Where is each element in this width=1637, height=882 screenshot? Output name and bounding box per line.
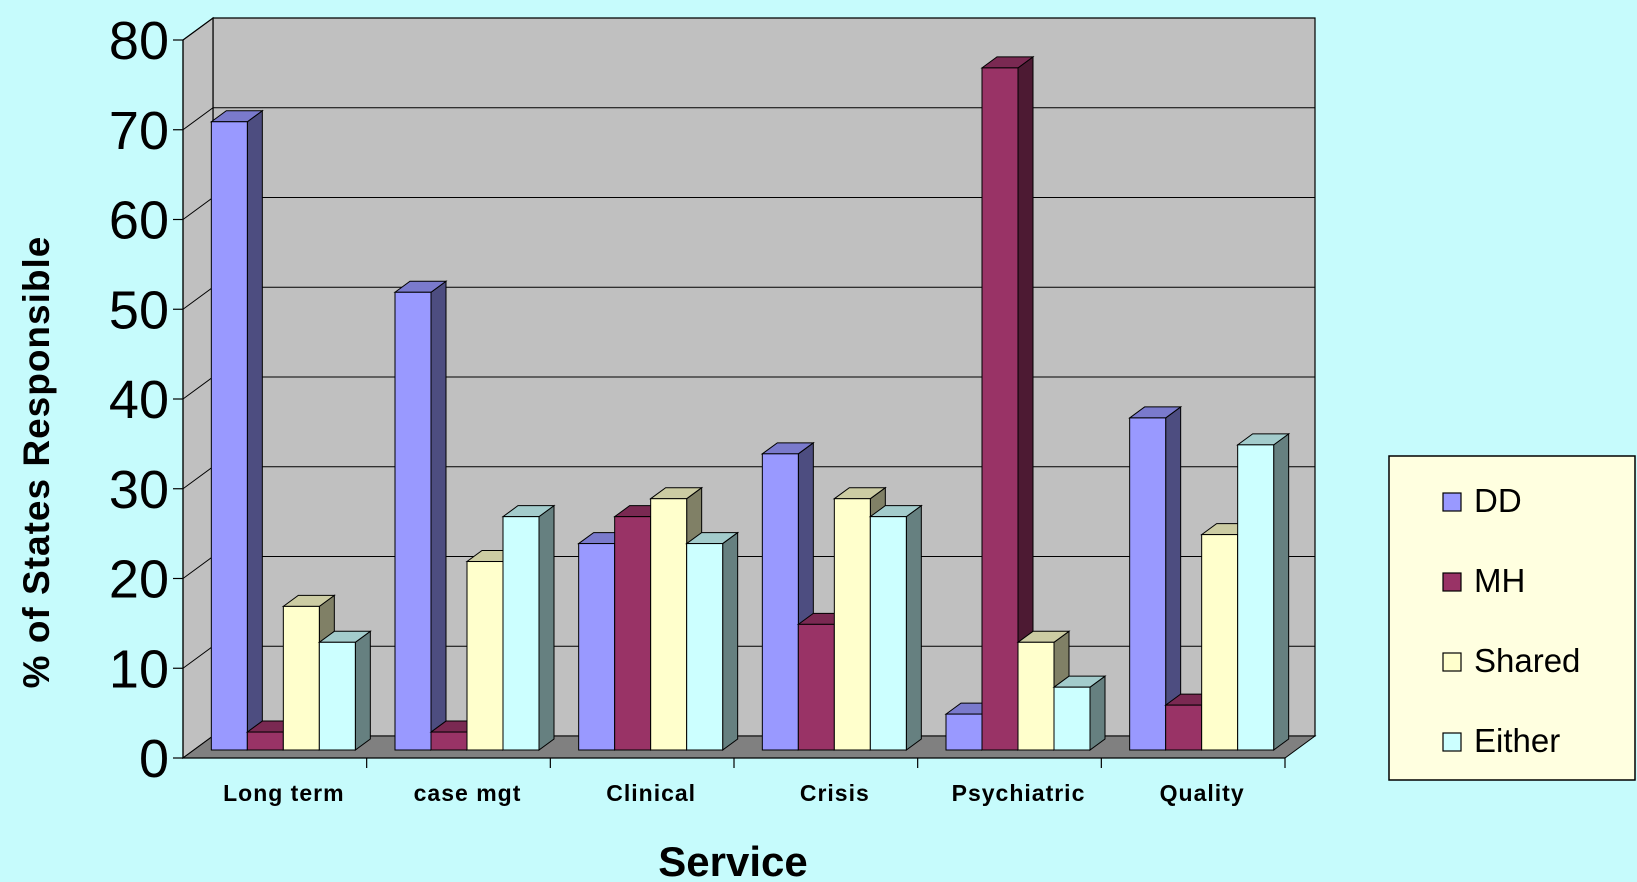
bar-front	[1130, 418, 1166, 750]
x-category-label: Quality	[1160, 780, 1245, 806]
bar-front	[834, 499, 870, 750]
bar-side	[906, 506, 921, 750]
y-tick-label: 10	[109, 639, 169, 699]
bar-front	[395, 292, 431, 750]
bar-front	[687, 544, 723, 750]
x-category-label: case mgt	[414, 780, 522, 806]
bar-either-5	[1238, 434, 1289, 750]
legend-label-mh: MH	[1474, 562, 1525, 599]
legend-swatch-dd	[1443, 493, 1461, 511]
legend-label-either: Either	[1474, 722, 1560, 759]
bar-either-1	[503, 506, 554, 750]
x-category-label: Long term	[223, 780, 344, 806]
bar-either-0	[319, 631, 370, 750]
bar-dd-1	[395, 281, 446, 750]
y-tick-label: 30	[109, 460, 169, 520]
bar-side	[431, 281, 446, 750]
bar-front	[615, 517, 651, 750]
bar-front	[211, 122, 247, 750]
bar-front	[870, 517, 906, 750]
y-axis-title: % of States Responsible	[16, 236, 57, 689]
bar-front	[651, 499, 687, 750]
bar-front	[798, 624, 834, 750]
y-tick-label: 60	[109, 191, 169, 251]
y-tick-label: 20	[109, 550, 169, 610]
bar-either-4	[1054, 676, 1105, 750]
bar-side	[247, 111, 262, 750]
y-tick-label: 70	[109, 101, 169, 161]
bar-front	[1054, 687, 1090, 750]
x-category-label: Psychiatric	[952, 780, 1086, 806]
bar-side	[1274, 434, 1289, 750]
bar-front	[762, 454, 798, 750]
bar-side	[539, 506, 554, 750]
bar-side	[1090, 676, 1105, 750]
y-tick-label: 80	[109, 11, 169, 71]
x-category-label: Clinical	[606, 780, 696, 806]
bar-front	[982, 68, 1018, 750]
x-category-labels: Long term case mgt Clinical Crisis Psychiatr…	[223, 780, 1245, 806]
bar-front	[503, 517, 539, 750]
bar-front	[946, 714, 982, 750]
bar-front	[1166, 705, 1202, 750]
y-tick-label: 0	[139, 729, 169, 789]
legend-label-dd: DD	[1474, 482, 1522, 519]
legend-swatch-either	[1443, 733, 1461, 751]
bar-either-3	[870, 506, 921, 750]
x-axis-title: Service	[658, 838, 807, 882]
legend-swatch-mh	[1443, 573, 1461, 591]
y-tick-labels: 0 10 20 30 40 50 60 70 80	[109, 11, 169, 789]
bar-dd-0	[211, 111, 262, 750]
legend-swatch-shared	[1443, 653, 1461, 671]
y-tick-label: 50	[109, 280, 169, 340]
bar-front	[247, 732, 283, 750]
bar-front	[1202, 535, 1238, 750]
bar-front	[579, 544, 615, 750]
bar-front	[1238, 445, 1274, 750]
bar-side	[723, 533, 738, 750]
legend-label-shared: Shared	[1474, 642, 1580, 679]
bar-front	[319, 642, 355, 750]
bar-front	[1018, 642, 1054, 750]
x-category-label: Crisis	[800, 780, 870, 806]
bar-dd-5	[1130, 407, 1181, 750]
legend: DD MH Shared Either	[1389, 456, 1635, 780]
bar-front	[431, 732, 467, 750]
bar-front	[467, 562, 503, 750]
bar-side	[355, 631, 370, 750]
bar-either-2	[687, 533, 738, 750]
bar-front	[283, 606, 319, 750]
y-tick-label: 40	[109, 370, 169, 430]
